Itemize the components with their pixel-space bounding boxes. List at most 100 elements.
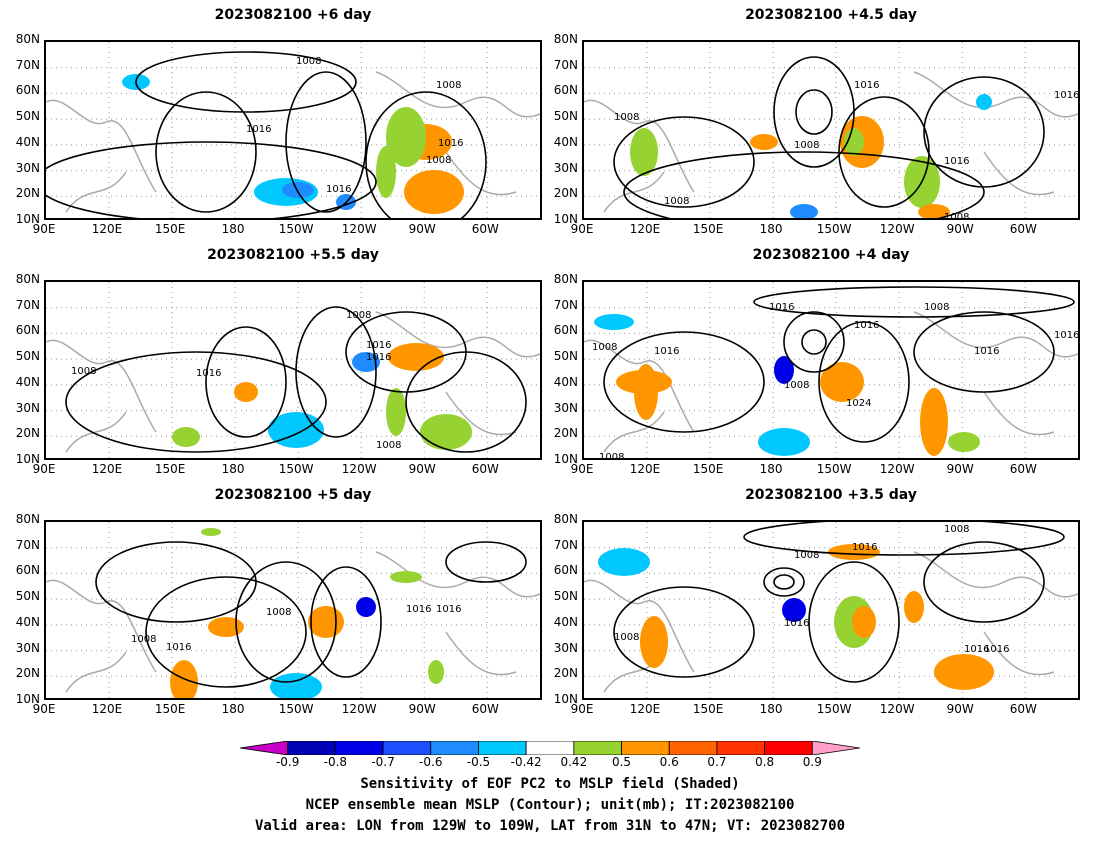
longitude-tick-label: 150W xyxy=(816,702,852,716)
longitude-tick-label: 90E xyxy=(32,462,56,476)
contour-label: 1008 xyxy=(944,524,969,535)
sensitivity-shading xyxy=(920,388,948,456)
latitude-tick-label: 20N xyxy=(553,426,578,441)
longitude-tick-label: 60W xyxy=(471,702,499,716)
contour-label: 1008 xyxy=(794,140,819,151)
contour-label: 1008 xyxy=(296,56,321,67)
mslp-contour xyxy=(818,321,910,443)
longitude-tick-label: 150E xyxy=(154,462,186,476)
panel-title: 2023082100 +5 day xyxy=(214,487,372,503)
colorbar-value: 0.9 xyxy=(802,755,822,769)
latitude-tick-label: 20N xyxy=(15,426,40,441)
contour-label: 1016 xyxy=(166,642,191,653)
sensitivity-shading xyxy=(428,660,444,684)
mslp-contour xyxy=(808,561,900,683)
longitude-tick-label: 150W xyxy=(816,222,852,236)
colorbar-value: -0.9 xyxy=(275,755,300,769)
coastline xyxy=(584,551,1078,693)
contour-label: 1016 xyxy=(944,156,969,167)
mslp-contour xyxy=(763,567,805,597)
map-panel: 1016 1008 1016 1008 1016 1008 1008 xyxy=(582,40,1080,220)
coastline xyxy=(46,71,540,213)
caption-line-1: Sensitivity of EOF PC2 to MSLP field (Sh… xyxy=(360,776,740,792)
colorbar-swatch xyxy=(478,740,527,756)
latitude-tick-label: 70N xyxy=(553,537,578,552)
contour-label: 1016 xyxy=(854,320,879,331)
mslp-contour xyxy=(295,306,377,438)
map-plot: 1016 1008 1016 1008 1016 xyxy=(46,522,540,698)
sensitivity-shading xyxy=(934,654,994,690)
mslp-contour xyxy=(365,91,487,218)
longitude-tick-label: 90W xyxy=(946,222,974,236)
latitude-tick-label: 60N xyxy=(15,83,40,98)
longitude-tick-label: 60W xyxy=(1009,462,1037,476)
colorbar-swatch xyxy=(573,740,622,756)
longitude-tick-label: 150W xyxy=(278,702,314,716)
sensitivity-shading xyxy=(904,591,924,623)
sensitivity-shading xyxy=(774,356,794,384)
contour-label: 1016 xyxy=(964,644,989,655)
longitude-tick-label: 120W xyxy=(341,222,377,236)
longitude-tick-label: 150W xyxy=(278,462,314,476)
mslp-contour xyxy=(445,541,527,583)
latitude-tick-label: 10N xyxy=(553,452,578,466)
sensitivity-shading xyxy=(948,432,980,452)
contour-label: 1008 xyxy=(376,440,401,451)
mslp-contour xyxy=(795,89,833,135)
latitude-tick-label: 50N xyxy=(553,109,578,124)
latitude-tick-label: 50N xyxy=(553,589,578,604)
colorbar: -0.9 -0.8 -0.7 -0.6 -0.5 -0.42 0.42 0.5 0.6 0.7 0.… xyxy=(239,740,861,770)
longitude-tick-label: 90W xyxy=(408,462,436,476)
sensitivity-shading xyxy=(208,617,244,637)
sensitivity-shading xyxy=(170,660,198,698)
colorbar-value: -0.7 xyxy=(371,755,395,769)
sensitivity-shading xyxy=(844,128,864,156)
contour-label: 1008 xyxy=(592,342,617,353)
latitude-tick-label: 80N xyxy=(553,512,578,526)
latitude-tick-label: 70N xyxy=(553,297,578,312)
panel-title: 2023082100 +4.5 day xyxy=(745,7,917,23)
sensitivity-shading xyxy=(758,428,810,456)
latitude-tick-label: 10N xyxy=(15,692,40,706)
mslp-contour xyxy=(801,329,827,355)
longitude-tick-label: 180 xyxy=(221,222,245,236)
latitude-tick-label: 80N xyxy=(553,32,578,46)
mslp-contour xyxy=(753,286,1075,318)
contour-label: 1008 xyxy=(266,607,291,618)
mslp-contour xyxy=(773,574,795,590)
contour-label: 1008 xyxy=(71,366,96,377)
sensitivity-shading xyxy=(634,364,658,420)
sensitivity-shading xyxy=(630,128,658,176)
sensitivity-shading xyxy=(172,427,200,447)
longitude-tick-label: 150W xyxy=(816,462,852,476)
mslp-contour xyxy=(285,71,367,213)
sensitivity-shading xyxy=(918,204,950,218)
latitude-tick-label: 30N xyxy=(15,640,40,655)
colorbar-value: 0.7 xyxy=(707,755,727,769)
mslp-contour xyxy=(603,331,765,433)
contour-label: 1016 xyxy=(854,80,879,91)
contour-label: 1008 xyxy=(436,80,461,91)
contour-label: 1008 xyxy=(614,112,639,123)
sensitivity-shading xyxy=(640,616,668,668)
colorbar-value: 0.6 xyxy=(659,755,679,769)
latitude-tick-label: 60N xyxy=(15,563,40,578)
sensitivity-shading xyxy=(388,343,444,371)
latitude-tick-label: 50N xyxy=(15,349,40,364)
latitude-tick-label: 60N xyxy=(15,323,40,338)
latitude-tick-label: 80N xyxy=(15,512,40,526)
contour-label: 1008 xyxy=(426,155,451,166)
latitude-tick-label: 80N xyxy=(15,272,40,286)
sensitivity-shading xyxy=(356,597,376,617)
longitude-tick-label: 60W xyxy=(1009,702,1037,716)
longitude-tick-label: 120W xyxy=(341,702,377,716)
sensitivity-shading xyxy=(790,204,818,218)
longitude-tick-label: 120E xyxy=(629,222,661,236)
longitude-tick-label: 150E xyxy=(692,702,724,716)
mslp-contour xyxy=(743,522,1065,556)
contour-label: 1016 xyxy=(784,618,809,629)
contour-label: 1008 xyxy=(794,550,819,561)
mslp-contour xyxy=(65,351,327,453)
contour-label: 1016 xyxy=(406,604,431,615)
latitude-tick-label: 40N xyxy=(553,614,578,629)
